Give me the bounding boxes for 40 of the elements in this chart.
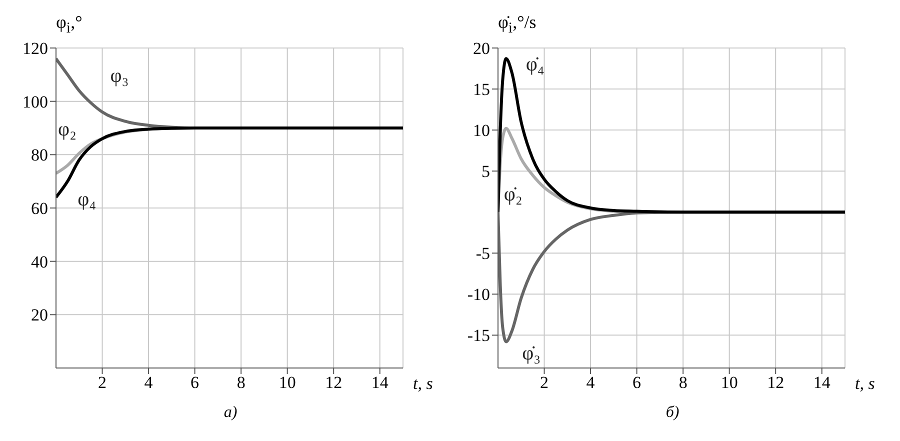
y-tick-label: 20 [473,39,490,58]
series-label: φ̇₄ [526,54,544,76]
x-tick-label: 6 [632,373,642,392]
x-axis-title: t, s [855,374,876,394]
y-tick-label: 80 [31,146,48,165]
x-tick-label: 10 [278,373,296,392]
series-label: φ₃ [110,65,129,87]
x-tick-label: 14 [813,373,831,392]
x-tick-label: 4 [144,373,154,392]
y-tick-label: 10 [473,121,490,140]
y-tick-label: 60 [31,199,48,218]
x-tick-label: 14 [371,373,389,392]
x-tick-label: 12 [767,373,784,392]
x-tick-label: 12 [325,373,342,392]
y-tick-label: 20 [31,306,48,325]
series-label: φ₄ [78,188,96,210]
y-tick-label: 100 [22,92,48,112]
y-tick-label: 120 [22,39,48,58]
y-tick-label: -15 [467,326,490,346]
series-label: φ̇₂ [504,183,522,206]
y-tick-label: 15 [473,80,490,100]
line-series [498,57,845,214]
y-tick-label: 5 [482,162,490,182]
x-tick-label: 8 [236,373,246,392]
x-tick-label: 6 [190,373,200,392]
y-axis-title: φ$_{i}$,° [56,12,82,38]
x-tick-label: 2 [540,373,549,392]
x-axis-title: t, s [413,374,434,394]
y-tick-label: 40 [31,252,48,272]
x-tick-label: 4 [586,373,596,392]
y-tick-label: -10 [467,285,490,304]
x-tick-label: 10 [720,373,738,392]
series-label: φ̇₃ [522,342,541,365]
text: a) [222,404,238,422]
text: б) [664,404,680,422]
x-tick-label: 8 [678,373,688,392]
series-label: φ₂ [58,118,77,140]
y-axis-title: φ̇$_{i}$,°/s [498,12,536,38]
y-tick-label: -5 [476,244,490,264]
x-tick-label: 2 [98,373,107,392]
